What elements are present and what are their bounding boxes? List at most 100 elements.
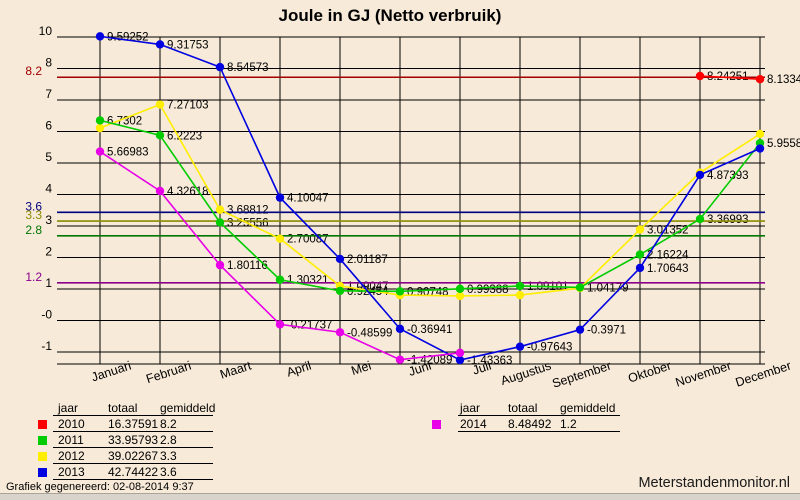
point-value-label-2014: 5.66983 xyxy=(107,147,149,159)
legend-color-swatch-2014 xyxy=(432,420,441,429)
legend-average-2011: 2.8 xyxy=(160,433,177,447)
legend-rule xyxy=(458,431,620,432)
legend-rule xyxy=(53,415,213,416)
legend-row-2012: 2012 39.02267 3.3 xyxy=(30,448,220,464)
data-point-2014 xyxy=(395,355,405,364)
point-value-label-2011: 5.9558 xyxy=(767,138,800,150)
legend-table-left: jaar totaal gemiddeld 2010 16.37591 8.2 2011 33… xyxy=(30,400,220,480)
legend-total-2012: 39.02267 xyxy=(108,449,159,463)
point-value-label-2014: -0.48599 xyxy=(347,327,392,339)
data-point-2013 xyxy=(635,263,645,273)
point-value-label-2011: 1.04179 xyxy=(587,282,629,294)
point-value-label-2011: 3.36993 xyxy=(707,214,749,226)
legend-table-right: jaar totaal gemiddeld 2014 8.48492 1.2 xyxy=(424,400,634,432)
data-point-2014 xyxy=(215,260,225,270)
point-value-label-2011: 0.99388 xyxy=(467,284,509,296)
bottom-strip xyxy=(0,493,800,500)
legend-year-2012: 2012 xyxy=(58,449,85,463)
month-label: September xyxy=(550,359,612,391)
data-point-2012 xyxy=(755,129,765,139)
month-label: April xyxy=(285,359,313,380)
series-line-2012 xyxy=(99,103,761,297)
point-value-label-2013: 8.54573 xyxy=(227,62,269,74)
y-tick-label: -0 xyxy=(41,308,52,322)
point-value-label-2013: -1.43363 xyxy=(467,355,512,367)
point-value-label-2014: 4.32618 xyxy=(167,186,209,198)
series-line-2011 xyxy=(99,119,761,293)
legend-total-2010: 16.37591 xyxy=(108,417,159,431)
legend-rule xyxy=(53,431,213,432)
legend-color-swatch-2011 xyxy=(38,436,47,445)
data-point-2011 xyxy=(455,284,465,294)
month-label: November xyxy=(674,359,733,390)
chart-title: Joule in GJ (Netto verbruik) xyxy=(278,6,502,25)
point-value-label-2013: -0.3971 xyxy=(587,325,626,337)
legend-year-2013: 2013 xyxy=(58,465,85,479)
point-value-label-2010: 8.1334 xyxy=(767,74,800,86)
point-value-label-2011: 0.90748 xyxy=(407,286,449,298)
legend-year-2010: 2010 xyxy=(58,417,85,431)
data-point-2014 xyxy=(155,186,165,196)
average-value-label-2013: 3.6 xyxy=(25,199,42,213)
point-value-label-2014: 1.80116 xyxy=(227,260,268,272)
data-point-2014 xyxy=(455,348,465,358)
data-point-2011 xyxy=(155,131,165,140)
y-tick-label: 2 xyxy=(45,245,52,259)
data-point-2010 xyxy=(755,75,765,84)
month-label: December xyxy=(734,359,793,390)
data-point-2011 xyxy=(635,250,645,259)
legend-header-gemiddeld: gemiddeld xyxy=(560,401,616,415)
point-value-label-2013: -0.97643 xyxy=(527,342,572,354)
data-point-2013 xyxy=(335,254,345,264)
point-value-label-2013: 4.87393 xyxy=(707,170,749,182)
data-point-2013 xyxy=(455,355,465,365)
point-value-label-2012: 3.01352 xyxy=(647,225,689,237)
y-tick-label: 8 xyxy=(45,56,52,70)
data-point-2010 xyxy=(695,71,705,81)
data-point-2012 xyxy=(275,234,285,243)
data-point-2013 xyxy=(215,62,225,72)
point-value-label-2013: 9.31753 xyxy=(167,39,209,51)
data-point-2013 xyxy=(695,170,705,180)
average-value-label-2012: 3.3 xyxy=(25,208,42,222)
point-value-label-2011: 2.16224 xyxy=(647,250,689,262)
y-tick-label: 1 xyxy=(45,276,52,290)
legend-color-swatch-2013 xyxy=(38,468,47,477)
month-label: Maart xyxy=(218,358,253,381)
month-label: Oktober xyxy=(626,359,673,386)
point-value-label-2013: -0.36941 xyxy=(407,324,452,336)
legend-header-row: jaar totaal gemiddeld xyxy=(424,400,634,416)
legend-rule xyxy=(53,463,213,464)
y-tick-label: 5 xyxy=(45,150,52,164)
point-value-label-2012: 1.09047 xyxy=(347,281,389,293)
point-value-label-2014: -0.21737 xyxy=(287,319,332,331)
y-tick-label: 6 xyxy=(45,119,52,133)
legend-average-2014: 1.2 xyxy=(560,417,577,431)
data-point-2013 xyxy=(95,32,105,41)
legend-total-2011: 33.95793 xyxy=(108,433,159,447)
legend-color-swatch-2012 xyxy=(38,452,47,461)
legend-row-2011: 2011 33.95793 2.8 xyxy=(30,432,220,448)
point-value-label-2013: 2.01187 xyxy=(347,254,388,266)
legend-row-2013: 2013 42.74422 3.6 xyxy=(30,464,220,480)
data-point-2012 xyxy=(215,205,225,214)
legend-row-2010: 2010 16.37591 8.2 xyxy=(30,416,220,432)
data-point-2013 xyxy=(395,324,405,334)
legend-total-2014: 8.48492 xyxy=(508,417,552,431)
month-label: Juli xyxy=(471,359,493,378)
data-point-2011 xyxy=(695,214,705,224)
data-point-2013 xyxy=(275,193,285,202)
legend-header-row: jaar totaal gemiddeld xyxy=(30,400,220,416)
data-point-2013 xyxy=(155,40,165,49)
legend-year-2014: 2014 xyxy=(460,417,487,431)
legend-header-totaal: totaal xyxy=(108,401,138,415)
data-point-2014 xyxy=(335,328,345,337)
data-point-2013 xyxy=(515,342,525,351)
legend-header-gemiddeld: gemiddeld xyxy=(160,401,216,415)
average-value-label-2010: 8.2 xyxy=(25,64,42,78)
legend-rule xyxy=(53,447,213,448)
month-label: Mei xyxy=(349,359,372,379)
data-point-2012 xyxy=(155,100,165,109)
legend-year-2011: 2011 xyxy=(58,433,84,447)
